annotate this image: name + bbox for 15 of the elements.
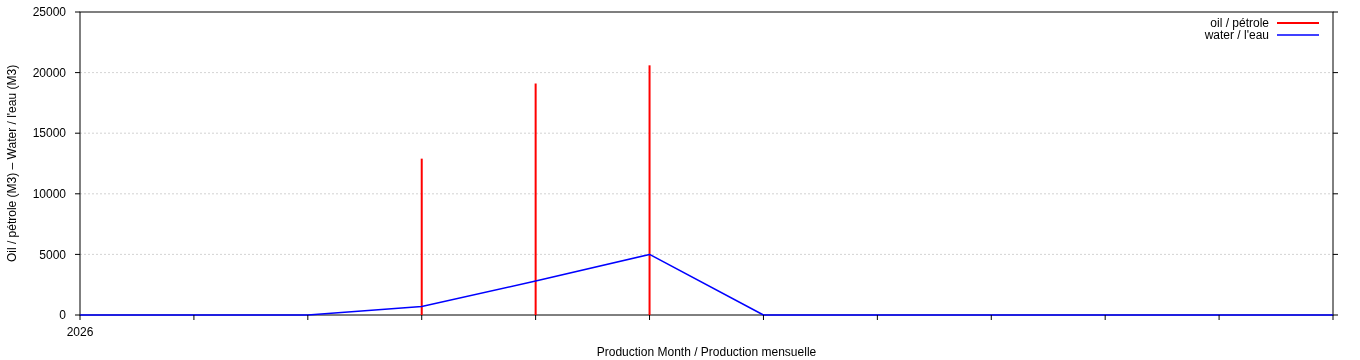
bar — [648, 65, 651, 315]
legend-label: water / l'eau — [1203, 28, 1269, 43]
y-tick-label: 25000 — [32, 5, 67, 20]
y-tick-label: 5000 — [39, 247, 67, 262]
y-axis-title: Oil / pétrole (M3) – Water / l'eau (M3) — [5, 64, 19, 263]
y-tick-label: 10000 — [32, 187, 67, 201]
bar — [534, 83, 537, 315]
y-tick-label: 20000 — [32, 65, 67, 80]
y-tick-label: 15000 — [32, 126, 67, 141]
bar — [420, 158, 423, 315]
y-tick-label: 0 — [59, 308, 67, 323]
line-series — [79, 253, 1334, 316]
x-axis-title: Production Month / Production mensuelle — [596, 345, 817, 359]
x-tick-label: 2026 — [66, 325, 94, 339]
legend-label: oil / pétrole — [1210, 16, 1270, 31]
